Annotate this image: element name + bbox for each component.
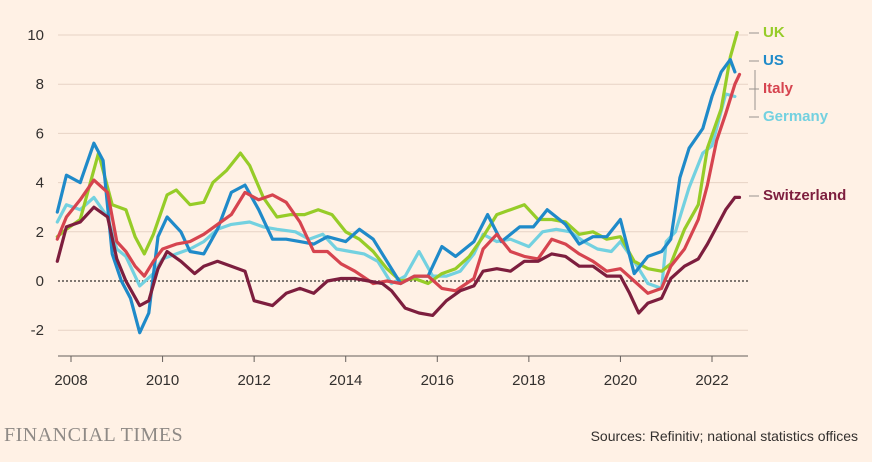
y-tick-label: -2 <box>31 322 44 339</box>
y-axis-tick-labels: -2 0 2 4 6 8 10 <box>27 27 44 339</box>
series-label-germany: Germany <box>763 108 829 125</box>
x-axis: 2008 2010 2012 2014 2016 2018 2020 2022 <box>54 355 748 389</box>
x-tick-label: 2022 <box>695 372 728 389</box>
y-tick-label: 6 <box>36 125 44 142</box>
y-tick-label: 4 <box>36 175 44 192</box>
x-tick-label: 2018 <box>512 372 545 389</box>
series-line-italy <box>55 72 742 295</box>
y-tick-label: 10 <box>27 27 44 44</box>
series-label-italy: Italy <box>763 80 794 97</box>
series-labels: UK US Italy Germany Switzerland <box>749 24 846 204</box>
source-note: Sources: Refinitiv; national statistics … <box>590 428 858 444</box>
y-tick-label: 2 <box>36 224 44 241</box>
x-tick-label: 2008 <box>54 372 87 389</box>
x-tick-label: 2014 <box>329 372 362 389</box>
x-tick-label: 2010 <box>146 372 179 389</box>
x-tick-label: 2012 <box>237 372 270 389</box>
series-line-uk <box>55 30 739 286</box>
series-lines <box>55 30 742 335</box>
series-label-us: US <box>763 52 784 69</box>
y-tick-label: 8 <box>36 76 44 93</box>
gridlines <box>58 34 748 331</box>
series-line-us <box>55 58 737 335</box>
y-tick-label: 0 <box>36 273 44 290</box>
series-label-switzerland: Switzerland <box>763 187 846 204</box>
x-tick-label: 2020 <box>604 372 637 389</box>
series-line-switzerland <box>55 195 742 317</box>
x-tick-label: 2016 <box>421 372 454 389</box>
series-label-uk: UK <box>763 24 785 41</box>
brand-wordmark: FINANCIAL TIMES <box>4 424 184 446</box>
